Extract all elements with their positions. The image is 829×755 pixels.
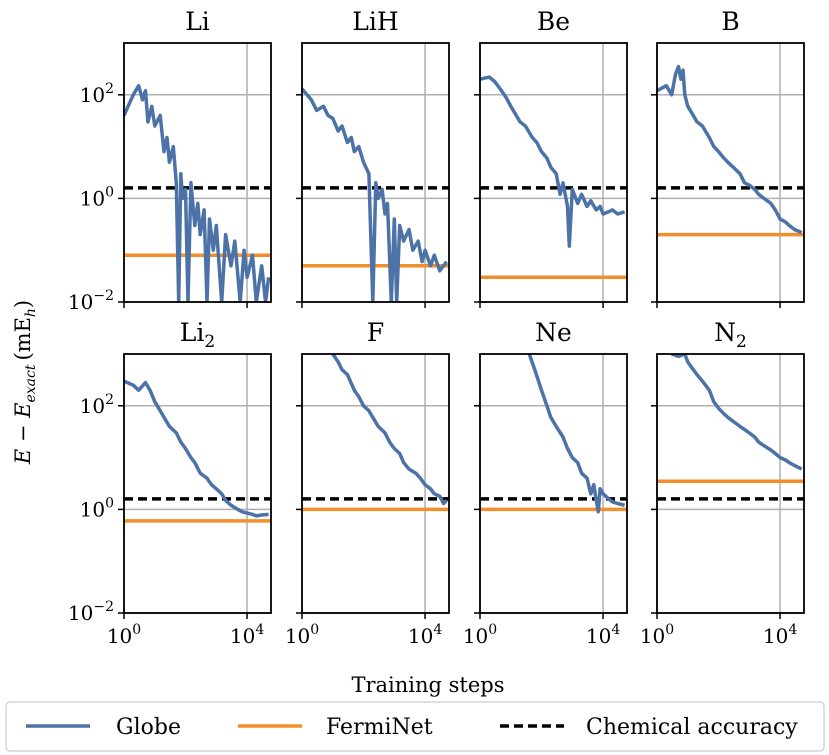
legend-ferminet-label: FermiNet xyxy=(326,715,433,740)
plot-area xyxy=(657,354,804,501)
panel-frame xyxy=(123,353,272,614)
plot-area xyxy=(302,87,449,302)
y-tick-label: 102 xyxy=(80,392,114,418)
panel-title: N2 xyxy=(714,318,747,352)
panel-f: 100 104 F xyxy=(285,318,450,648)
panel-frame xyxy=(301,42,450,303)
y-tick-label: 100 xyxy=(80,184,114,210)
panel-frame xyxy=(656,353,805,614)
x-tick-label: 100 xyxy=(107,622,141,648)
plot-area xyxy=(124,379,271,523)
panel-title: F xyxy=(367,318,384,347)
x-tick-label: 104 xyxy=(763,622,797,648)
globe-line xyxy=(124,83,271,302)
plot-area xyxy=(124,83,271,302)
legend-frame xyxy=(5,701,825,752)
panel-title: LiH xyxy=(352,7,398,36)
y-axis-label: E − Eexact (mEh) xyxy=(11,300,39,465)
panel-title: Be xyxy=(537,7,570,36)
x-tick-label: 100 xyxy=(463,622,497,648)
y-label-main: E − E xyxy=(11,403,35,466)
panel-frame xyxy=(656,42,805,303)
x-axis-label: Training steps xyxy=(351,673,504,697)
panel-title: Li xyxy=(185,7,210,36)
panel-frame xyxy=(301,353,450,614)
x-tick-label: 104 xyxy=(408,622,442,648)
plot-area xyxy=(480,354,627,514)
x-tick-label: 104 xyxy=(230,622,264,648)
plot-area xyxy=(480,75,627,280)
y-tick-label: 102 xyxy=(80,81,114,107)
panel-frame xyxy=(123,42,272,303)
panel-lih: LiH xyxy=(296,7,450,308)
panel-title: B xyxy=(721,7,739,36)
plot-area xyxy=(302,354,449,512)
panel-title: Ne xyxy=(535,318,572,347)
globe-line xyxy=(671,354,803,471)
y-label-units: (mE xyxy=(11,317,35,360)
globe-line xyxy=(480,75,626,248)
panel-title: Li2 xyxy=(180,318,215,352)
globe-line xyxy=(302,87,448,302)
legend: Globe FermiNet Chemical accuracy xyxy=(5,701,825,752)
panel-b: B xyxy=(651,7,805,308)
panel-li: 102 100 10−2 Li xyxy=(68,7,272,314)
y-label-close: ) xyxy=(11,300,35,308)
globe-line xyxy=(657,64,803,235)
legend-chemical-label: Chemical accuracy xyxy=(586,715,798,740)
legend-globe-label: Globe xyxy=(116,715,181,740)
panel-frame xyxy=(479,42,628,303)
panel-frame xyxy=(479,353,628,614)
y-tick-label: 10−2 xyxy=(68,288,114,314)
x-tick-label: 104 xyxy=(586,622,620,648)
globe-line xyxy=(527,354,626,514)
x-tick-label: 100 xyxy=(640,622,674,648)
panel-be: Be xyxy=(474,7,628,308)
y-tick-label: 100 xyxy=(80,495,114,521)
x-tick-label: 100 xyxy=(285,622,319,648)
y-tick-label: 10−2 xyxy=(68,599,114,625)
y-label-units-sub: h xyxy=(23,308,39,317)
svg-text:E − Eexact(mEh): E − Eexact (mEh) xyxy=(11,300,39,465)
globe-line xyxy=(331,354,448,506)
panel-n2: 100 104 N2 xyxy=(640,318,805,648)
panel-ne: 100 104 Ne xyxy=(463,318,628,648)
plot-area xyxy=(657,64,804,237)
y-label-sub: exact xyxy=(23,364,39,402)
globe-line xyxy=(124,379,269,518)
